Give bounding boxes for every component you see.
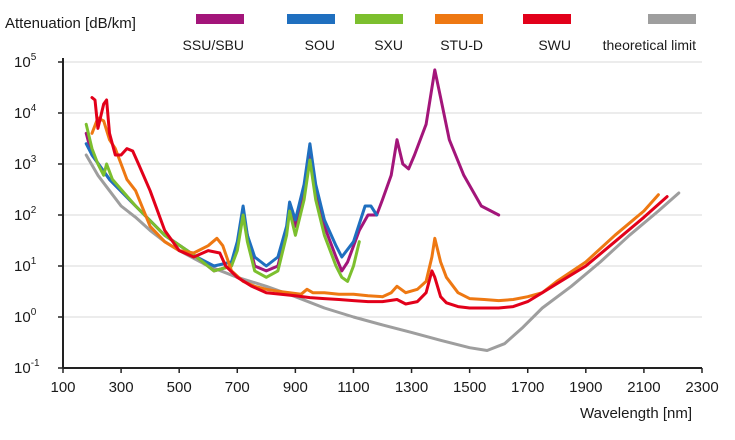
y-tick-label: 100	[14, 307, 37, 326]
x-axis-title: Wavelength [nm]	[580, 405, 692, 422]
x-tick-label: 300	[109, 379, 134, 396]
x-tick-label: 1500	[453, 379, 486, 396]
series-line-stu-d	[90, 116, 660, 303]
y-tick-label: 104	[14, 103, 37, 122]
legend-label: SXU	[374, 37, 403, 53]
legend-label: STU-D	[440, 37, 483, 53]
legend-swatch	[287, 14, 335, 24]
x-tick-label: 2100	[627, 379, 660, 396]
y-tick-label: 102	[14, 205, 37, 224]
x-tick-label: 1700	[511, 379, 544, 396]
axes: 105 104 103 102 101 100 10-1 100 300 500 700 900 110…	[14, 52, 719, 396]
x-tick-label: 1900	[569, 379, 602, 396]
y-tick-label: 105	[14, 52, 37, 71]
legend-swatch	[355, 14, 403, 24]
y-tick-label: 10-1	[14, 358, 40, 377]
x-tick-label: 2300	[685, 379, 718, 396]
legend-label: SSU/SBU	[183, 37, 244, 53]
x-tick-label: 700	[225, 379, 250, 396]
x-tick-label: 100	[50, 379, 75, 396]
legend: SSU/SBU SOU SXU STU-D SWU theoretical limit	[183, 14, 696, 53]
series-line-swu	[90, 96, 669, 310]
y-tick-label: 103	[14, 154, 37, 173]
x-tick-label: 1100	[337, 379, 369, 396]
y-axis-title: Attenuation [dB/km]	[5, 15, 136, 32]
legend-swatch	[648, 14, 696, 24]
y-tick-label: 101	[14, 256, 37, 275]
legend-label: theoretical limit	[603, 37, 696, 53]
legend-swatch	[523, 14, 571, 24]
x-tick-label: 1300	[395, 379, 428, 396]
legend-label: SWU	[538, 37, 571, 53]
legend-swatch	[435, 14, 483, 24]
x-tick-label: 500	[167, 379, 192, 396]
series-lines	[84, 68, 681, 352]
series-line-sxu	[84, 122, 361, 283]
legend-label: SOU	[305, 37, 335, 53]
legend-swatch	[196, 14, 244, 24]
x-tick-label: 900	[283, 379, 308, 396]
series-line-theoretical-limit	[84, 153, 681, 352]
